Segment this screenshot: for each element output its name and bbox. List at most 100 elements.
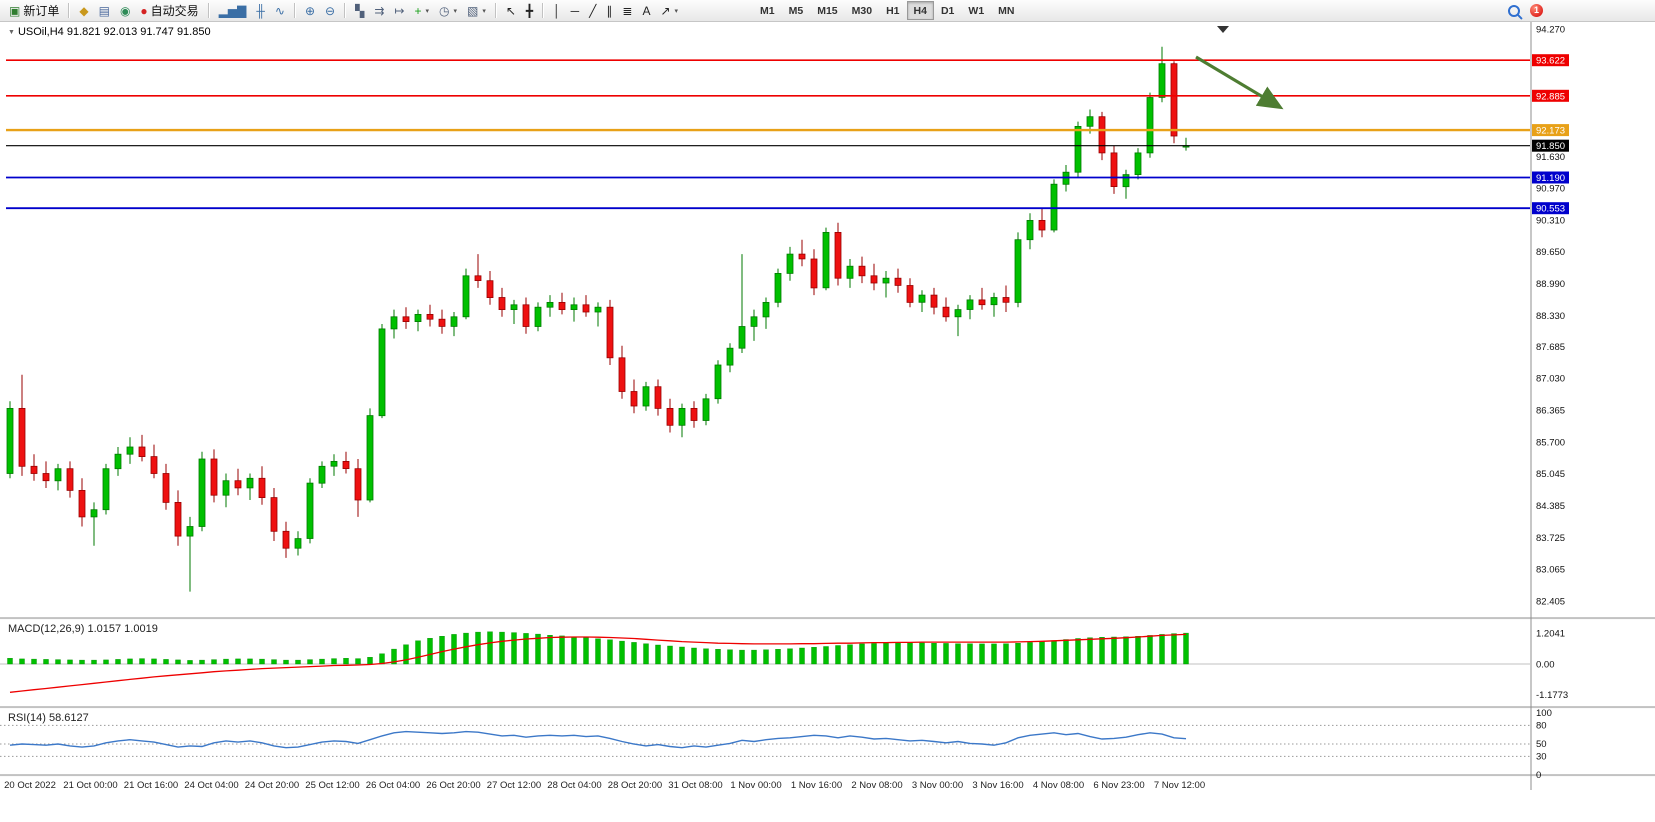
tile-windows-button[interactable]: ▚ <box>350 1 369 20</box>
macd-bar <box>223 658 229 665</box>
timeframe-w1-button[interactable]: W1 <box>961 1 991 20</box>
svg-text:93.622: 93.622 <box>1536 56 1565 67</box>
search-icon[interactable] <box>1508 4 1520 17</box>
macd-bar <box>211 659 217 665</box>
candle <box>1158 46 1166 103</box>
main-toolbar: ▣ 新订单 ◆ ▤ ◉ ● 自动交易 ▂▅▇ ╫ ∿ ⊕ ⊖ ▚ ⇉ ↦ + ▾ ◷ ▾ ▧ ▾ ↖ ╋ │ ─ ╱ ∥ ≣ A ↗ ▾ M… <box>0 0 1655 22</box>
periods-button[interactable]: ◷ ▾ <box>434 1 462 20</box>
scroll-to-end-marker[interactable] <box>1217 26 1229 33</box>
candle <box>1026 213 1034 250</box>
candle <box>102 463 110 515</box>
macd-bar <box>1183 632 1189 665</box>
chart-shift-button[interactable]: ↦ <box>389 1 409 20</box>
candle <box>714 360 722 404</box>
candle <box>918 290 926 312</box>
candle <box>282 521 290 558</box>
candle <box>534 302 542 332</box>
svg-text:90.553: 90.553 <box>1536 204 1565 215</box>
text-label-button[interactable]: A <box>637 1 655 20</box>
timeframe-m5-button[interactable]: M5 <box>782 1 811 20</box>
notification-badge[interactable]: 1 <box>1530 4 1543 17</box>
navigator-button[interactable]: ◉ <box>115 1 135 20</box>
time-axis-label: 24 Oct 04:00 <box>184 780 238 791</box>
time-axis-label: 31 Oct 08:00 <box>668 780 722 791</box>
chart-window: 94.270 91.630 90.970 90.310 89.650 88.990 88.3… <box>0 22 1655 822</box>
chart-shift-icon: ↦ <box>394 3 405 18</box>
macd-bar <box>1051 640 1057 665</box>
arrows-tool-button[interactable]: ↗ ▾ <box>655 1 683 20</box>
candlestick-chart-button[interactable]: ╫ <box>251 1 270 20</box>
timeframe-h1-button[interactable]: H1 <box>879 1 906 20</box>
new-order-button[interactable]: ▣ 新订单 <box>4 1 64 20</box>
indicators-icon: + <box>414 3 422 18</box>
crosshair-button[interactable]: ╋ <box>521 1 538 20</box>
timeframe-m30-button[interactable]: M30 <box>845 1 879 20</box>
candle <box>210 449 218 503</box>
horizontal-line-button[interactable]: ─ <box>566 1 585 20</box>
candle <box>18 374 26 476</box>
cursor-button[interactable]: ↖ <box>501 1 521 20</box>
profiles-button[interactable]: ▤ <box>94 1 115 20</box>
trend-arrow-annotation[interactable] <box>1195 55 1284 110</box>
timeframe-d1-button[interactable]: D1 <box>934 1 961 20</box>
candle <box>546 295 554 317</box>
macd-bar <box>751 649 757 665</box>
candle <box>66 461 74 498</box>
auto-scroll-button[interactable]: ⇉ <box>369 1 389 20</box>
timeframe-mn-button[interactable]: MN <box>991 1 1021 20</box>
toolbar-separator <box>207 3 210 18</box>
macd-bar <box>115 659 121 665</box>
macd-signal-line <box>9 633 1187 693</box>
macd-bar <box>691 647 697 665</box>
candle <box>762 297 770 329</box>
vertical-line-button[interactable]: │ <box>548 1 566 20</box>
chart-expand-icon[interactable]: ▼ <box>8 29 15 36</box>
candle <box>414 309 422 332</box>
candle <box>798 239 806 267</box>
zoom-in-button[interactable]: ⊕ <box>300 1 320 20</box>
candle <box>1134 148 1142 180</box>
timeframe-h4-button[interactable]: H4 <box>906 1 934 20</box>
timeframe-m15-button[interactable]: M15 <box>810 1 844 20</box>
price-axis-label: 84.385 <box>1536 501 1565 512</box>
toolbar-separator <box>293 3 296 18</box>
macd-bar <box>619 640 625 665</box>
price-badge-92.885: 92.885 <box>1532 89 1569 102</box>
macd-bar <box>235 658 241 665</box>
macd-bar <box>415 640 421 665</box>
price-axis-label: 85.045 <box>1536 469 1565 480</box>
macd-bar <box>535 633 541 665</box>
autotrading-button[interactable]: ● 自动交易 <box>135 1 203 20</box>
time-axis-label: 20 Oct 2022 <box>4 780 56 791</box>
price-badge-91.850: 91.850 <box>1532 139 1569 152</box>
candle <box>774 268 782 308</box>
equidistant-channel-button[interactable]: ∥ <box>601 1 617 20</box>
candle <box>882 271 890 298</box>
time-axis-label: 3 Nov 16:00 <box>972 780 1023 791</box>
candle <box>294 531 302 556</box>
zoom-out-button[interactable]: ⊖ <box>320 1 340 20</box>
macd-bar <box>19 658 25 665</box>
timeframe-m1-button[interactable]: M1 <box>753 1 782 20</box>
chart-canvas[interactable]: 94.270 91.630 90.970 90.310 89.650 88.990 88.3… <box>0 22 1655 822</box>
bar-chart-button[interactable]: ▂▅▇ <box>214 1 252 20</box>
trendline-button[interactable]: ╱ <box>584 1 601 20</box>
candle <box>930 287 938 315</box>
macd-bar <box>1063 639 1069 665</box>
macd-bar <box>727 649 733 665</box>
candle <box>570 297 578 322</box>
candle <box>90 502 98 546</box>
market-watch-button[interactable]: ◆ <box>74 1 93 20</box>
time-axis-label: 28 Oct 20:00 <box>608 780 662 791</box>
macd-bar <box>439 636 445 665</box>
fibonacci-retracement-button[interactable]: ≣ <box>617 1 637 20</box>
candle <box>1014 232 1022 308</box>
templates-button[interactable]: ▧ ▾ <box>462 1 491 20</box>
indicators-button[interactable]: + ▾ <box>409 1 434 20</box>
candle <box>522 297 530 334</box>
line-chart-icon: ∿ <box>274 3 285 18</box>
time-axis-label: 24 Oct 20:00 <box>245 780 299 791</box>
line-chart-button[interactable]: ∿ <box>270 1 290 20</box>
macd-bar <box>571 636 577 665</box>
time-axis-label: 6 Nov 23:00 <box>1093 780 1144 791</box>
